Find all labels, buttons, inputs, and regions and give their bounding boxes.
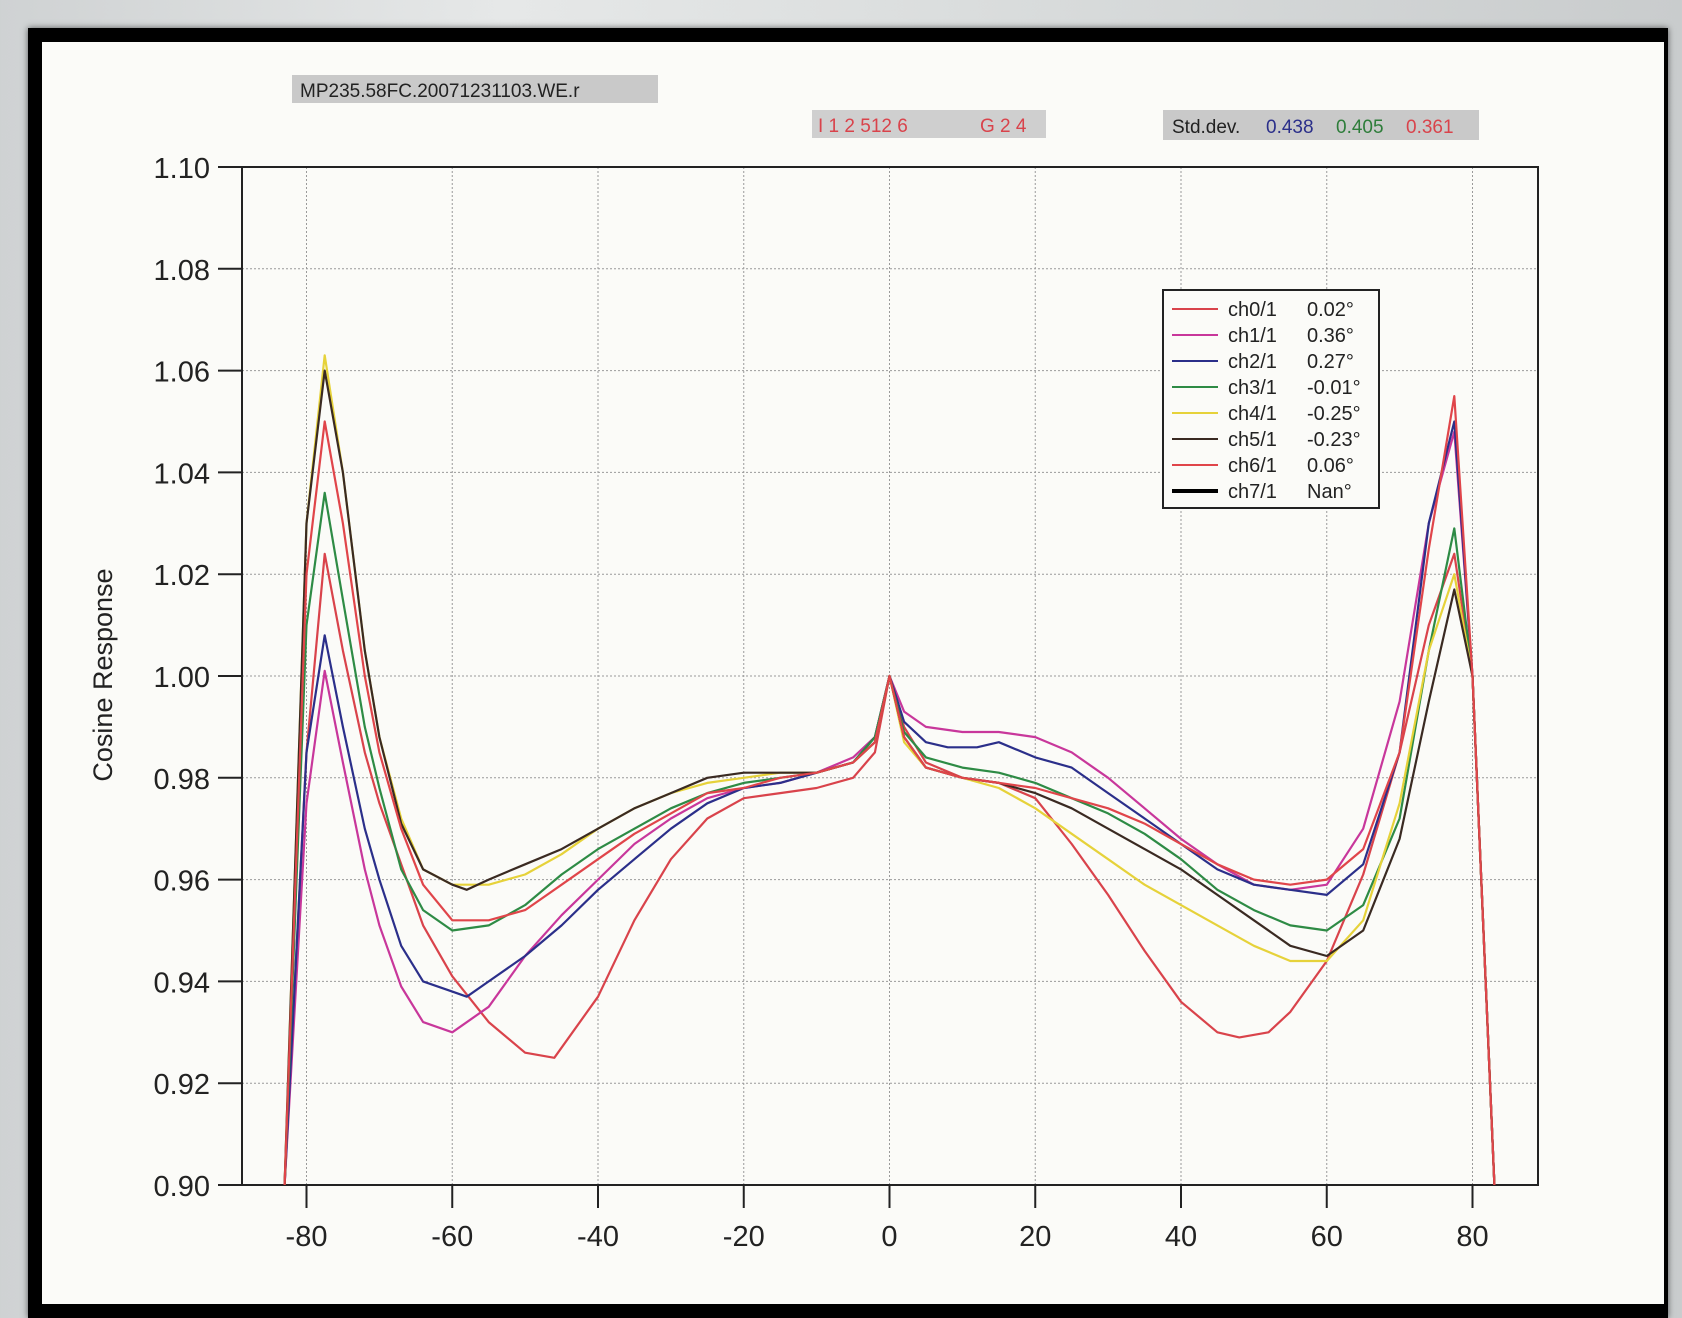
legend-series-name: ch0/1 xyxy=(1228,299,1277,321)
y-axis-title: Cosine Response xyxy=(88,568,118,781)
legend: ch0/1 0.02° ch1/1 0.36° ch2/1 0.27° ch3/1 -0.01… xyxy=(1162,289,1380,509)
y-tick-label: 1.10 xyxy=(154,153,210,185)
x-tick-label: 60 xyxy=(1311,1221,1343,1253)
y-axis: 0.90 0.92 0.94 0.96 0.98 1.00 1.02 1.04 1.06 1.08… xyxy=(154,153,242,1203)
stddev-value-1: 0.438 xyxy=(1266,117,1314,138)
code-label-1: I 1 2 512 6 xyxy=(818,116,908,137)
x-tick-label: 40 xyxy=(1165,1221,1197,1253)
series-lines xyxy=(283,354,1496,1185)
file-label-background xyxy=(292,75,658,103)
legend-box xyxy=(1162,289,1380,509)
legend-series-angle: 0.27° xyxy=(1307,351,1354,373)
y-tick-label: 1.04 xyxy=(154,458,210,490)
x-tick-label: 80 xyxy=(1456,1221,1488,1253)
legend-series-name: ch6/1 xyxy=(1228,455,1277,477)
x-tick-label: -20 xyxy=(723,1221,765,1253)
legend-series-angle: -0.23° xyxy=(1307,429,1361,451)
code-label-background xyxy=(812,110,1046,138)
stddev-value-2: 0.405 xyxy=(1336,117,1384,138)
y-tick-label: 0.94 xyxy=(154,967,210,999)
legend-series-name: ch1/1 xyxy=(1228,325,1277,347)
legend-series-angle: 0.36° xyxy=(1307,325,1354,347)
x-tick-label: 20 xyxy=(1019,1221,1051,1253)
legend-series-name: ch4/1 xyxy=(1228,403,1277,425)
legend-series-name: ch7/1 xyxy=(1228,481,1277,503)
chart-paper xyxy=(42,42,1664,1304)
header: MP235.58FC.20071231103.WE.r I 1 2 512 6 … xyxy=(292,75,1479,140)
legend-series-name: ch3/1 xyxy=(1228,377,1277,399)
series-line-ch6-1 xyxy=(283,395,1496,1185)
x-tick-label: -80 xyxy=(286,1221,328,1253)
y-tick-label: 0.92 xyxy=(154,1069,210,1101)
stddev-value-3: 0.361 xyxy=(1406,117,1454,138)
legend-series-angle: -0.01° xyxy=(1307,377,1361,399)
y-tick-label: 0.98 xyxy=(154,764,210,796)
file-label: MP235.58FC.20071231103.WE.r xyxy=(300,81,580,102)
y-tick-label: 0.96 xyxy=(154,866,210,898)
x-tick-label: -40 xyxy=(577,1221,619,1253)
legend-series-name: ch2/1 xyxy=(1228,351,1277,373)
y-tick-label: 1.02 xyxy=(154,560,210,592)
legend-series-angle: -0.25° xyxy=(1307,403,1361,425)
y-tick-label: 0.90 xyxy=(154,1171,210,1203)
legend-series-angle: 0.02° xyxy=(1307,299,1354,321)
y-tick-label: 1.08 xyxy=(154,255,210,287)
x-tick-label: 0 xyxy=(881,1221,897,1253)
legend-series-angle: 0.06° xyxy=(1307,455,1354,477)
legend-series-name: ch5/1 xyxy=(1228,429,1277,451)
code-label-2: G 2 4 xyxy=(980,116,1027,137)
y-tick-label: 1.00 xyxy=(154,662,210,694)
stddev-background xyxy=(1163,110,1479,140)
x-tick-label: -60 xyxy=(431,1221,473,1253)
legend-series-angle: Nan° xyxy=(1307,481,1352,503)
stddev-label: Std.dev. xyxy=(1172,117,1240,138)
y-tick-label: 1.06 xyxy=(154,357,210,389)
x-axis: -80 -60 -40 -20 0 20 40 60 80 xyxy=(286,1185,1489,1253)
